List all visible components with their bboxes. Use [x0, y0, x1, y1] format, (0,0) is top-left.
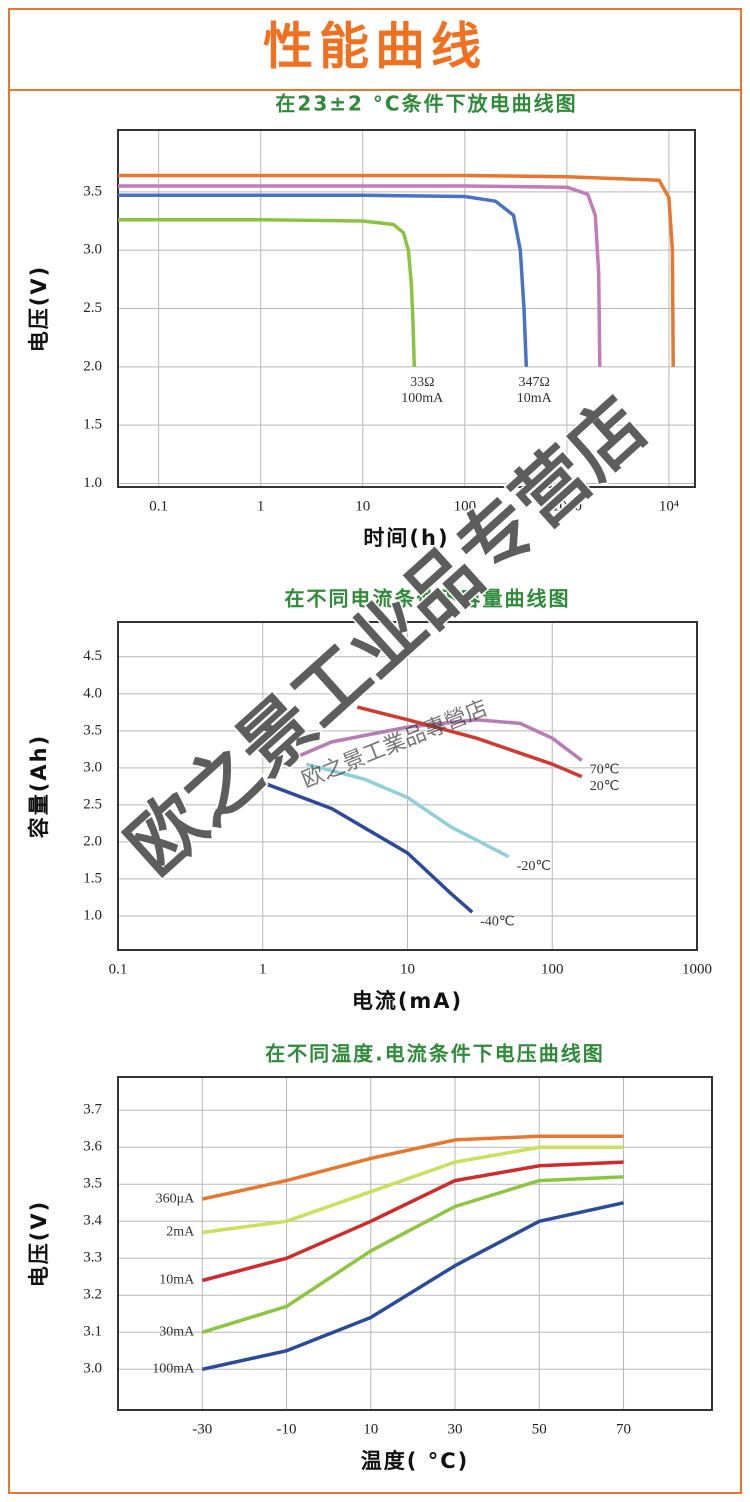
- series-line: [287, 717, 583, 763]
- y-tick-label: 2.5: [83, 796, 102, 812]
- y-tick-label: 1.5: [83, 870, 102, 886]
- y-tick-label: 3.0: [83, 242, 102, 258]
- chart: 在23±2 °C条件下放电曲线图 1.0 1.5 2.0 2.5 3.0 3.5 0.1 1 10…: [27, 92, 696, 550]
- series-line: [118, 184, 602, 367]
- header-title: 性能曲线: [263, 18, 487, 76]
- y-tick-label: 3.0: [83, 759, 102, 775]
- x-tick-label: 100: [541, 961, 564, 977]
- x-tick-label: -30: [192, 1421, 212, 1437]
- x-tick-label: 100: [454, 498, 477, 514]
- series-line: [202, 1145, 624, 1235]
- x-axis-label: 时间(h): [363, 526, 449, 550]
- annotation: 10mA: [517, 391, 553, 406]
- chart: 在不同温度.电流条件下电压曲线图 3.0 3.1 3.2 3.3 3.4 3.5 3.6 3.7…: [27, 1042, 713, 1473]
- y-tick-label: 3.6: [83, 1139, 102, 1155]
- series-label: 2mA: [166, 1225, 195, 1240]
- plot-area: [118, 1077, 712, 1410]
- x-tick-label: 0.1: [109, 961, 128, 977]
- series-label: 70℃: [590, 763, 620, 778]
- x-tick-label: 0.1: [149, 498, 168, 514]
- x-tick-label: 1: [257, 498, 265, 514]
- chart-title: 在不同温度.电流条件下电压曲线图: [265, 1042, 605, 1066]
- series-line: [201, 1160, 624, 1283]
- series-label: 30mA: [159, 1325, 195, 1340]
- x-tick-label: 1: [259, 961, 267, 977]
- x-tick-label: 70: [616, 1421, 631, 1437]
- series-label: 360μA: [156, 1191, 196, 1206]
- y-tick-label: 4.0: [83, 685, 102, 701]
- plot-border: [117, 129, 696, 488]
- y-tick-label: 3.4: [83, 1213, 102, 1229]
- x-axis-label: 电流(mA): [352, 989, 463, 1013]
- y-tick-label: 3.5: [83, 722, 102, 738]
- x-tick-label: 10⁴: [659, 498, 679, 514]
- y-tick-label: 3.5: [83, 1176, 102, 1192]
- y-tick-label: 2.0: [83, 358, 102, 374]
- series-line: [262, 781, 474, 914]
- x-tick-label: 1000: [682, 961, 712, 977]
- series-label: -40℃: [480, 914, 514, 929]
- y-tick-label: 3.3: [83, 1250, 102, 1266]
- y-tick-label: 1.5: [83, 417, 102, 433]
- y-tick-label: 4.5: [83, 648, 102, 664]
- x-tick-label: 30: [448, 1421, 463, 1437]
- series-line: [356, 705, 583, 779]
- series-line: [201, 1134, 624, 1201]
- y-tick-label: 2.0: [83, 833, 102, 849]
- series-line: [118, 193, 529, 367]
- x-tick-label: 1000: [552, 498, 582, 514]
- series-line: [201, 1175, 624, 1334]
- y-tick-label: 1.0: [83, 907, 102, 923]
- y-axis-label: 电压(V): [27, 1200, 51, 1287]
- chart: 在不同电流条件下容量曲线图 1.0 1.5 2.0 2.5 3.0 3.5 4.0 4.5 0.1…: [27, 587, 712, 1014]
- series-line: [118, 218, 417, 367]
- x-tick-label: 10: [400, 961, 415, 977]
- plot-border: [117, 1076, 713, 1411]
- series-line: [201, 1201, 624, 1372]
- y-tick-label: 3.7: [83, 1102, 102, 1118]
- chart-title: 在23±2 °C条件下放电曲线图: [275, 92, 577, 116]
- series-line: [118, 173, 675, 367]
- series-line: [305, 762, 510, 859]
- y-tick-label: 3.1: [83, 1324, 102, 1340]
- series-label: 20℃: [590, 779, 620, 794]
- y-axis-label: 电压(V): [27, 265, 51, 352]
- y-tick-label: 3.5: [83, 183, 102, 199]
- x-tick-label: 10: [363, 1421, 378, 1437]
- y-tick-label: 1.0: [83, 475, 102, 491]
- y-tick-label: 3.2: [83, 1287, 102, 1303]
- chart-title: 在不同电流条件下容量曲线图: [285, 587, 571, 611]
- annotation: 33Ω: [410, 375, 434, 390]
- y-axis-label: 容量(Ah): [27, 734, 51, 838]
- x-tick-label: -10: [277, 1421, 297, 1437]
- annotation: 347Ω: [519, 375, 550, 390]
- series-label: 10mA: [159, 1273, 195, 1288]
- y-tick-label: 3.0: [83, 1361, 102, 1377]
- series-label: -20℃: [517, 859, 551, 874]
- x-axis-label: 温度( °C): [361, 1449, 469, 1473]
- x-tick-label: 50: [532, 1421, 547, 1437]
- plot-border: [117, 621, 698, 951]
- x-tick-label: 10: [355, 498, 370, 514]
- y-tick-label: 2.5: [83, 300, 102, 316]
- series-label: 100mA: [152, 1362, 195, 1377]
- annotation: 100mA: [401, 391, 444, 406]
